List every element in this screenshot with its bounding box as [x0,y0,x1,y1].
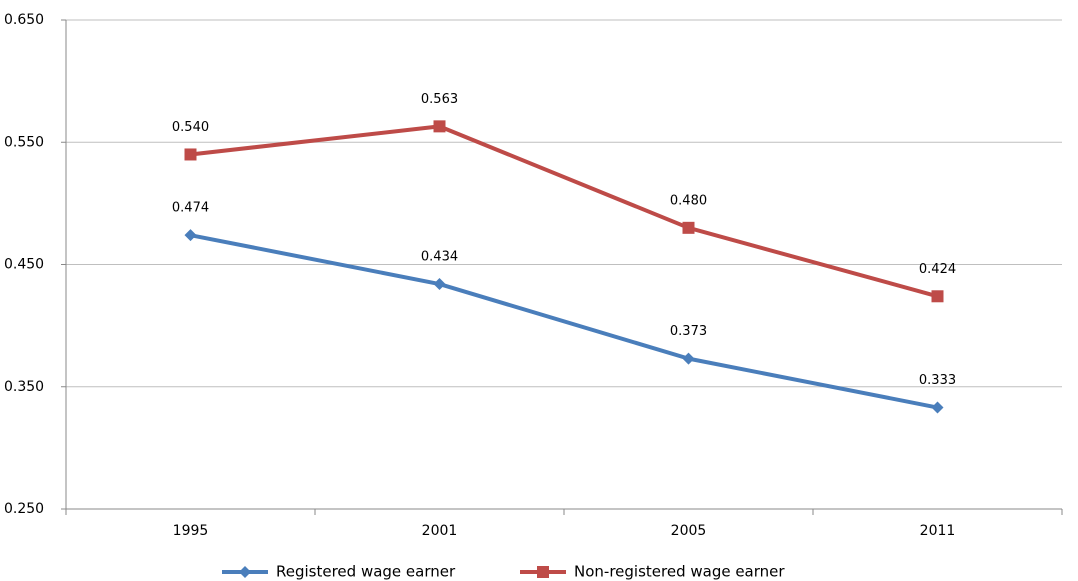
data-label: 0.474 [172,201,209,216]
y-tick-label: 0.550 [4,134,44,150]
x-tick-label: 2011 [920,523,956,539]
data-label: 0.373 [670,324,707,339]
marker [433,278,446,291]
marker [537,566,549,578]
marker [239,566,251,578]
data-label: 0.540 [172,120,209,135]
marker [931,290,944,303]
data-label: 0.424 [919,262,956,277]
x-tick-label: 1995 [173,523,209,539]
data-label: 0.480 [670,193,707,208]
marker [184,148,197,161]
marker [682,221,695,234]
series-line [190,233,938,410]
marker [433,120,446,133]
legend-label: Non-registered wage earner [574,563,785,581]
data-label: 0.434 [421,250,458,265]
marker [682,352,695,365]
x-tick-label: 2001 [422,523,458,539]
legend-label: Registered wage earner [276,563,456,581]
y-tick-label: 0.250 [4,501,44,517]
data-label: 0.333 [919,373,956,388]
y-tick-label: 0.450 [4,257,44,273]
marker [931,401,944,414]
x-tick-label: 2005 [671,523,707,539]
marker [184,229,197,242]
series-line [190,124,939,299]
y-tick-label: 0.650 [4,12,44,28]
y-tick-label: 0.350 [4,379,44,395]
data-label: 0.563 [421,92,458,107]
